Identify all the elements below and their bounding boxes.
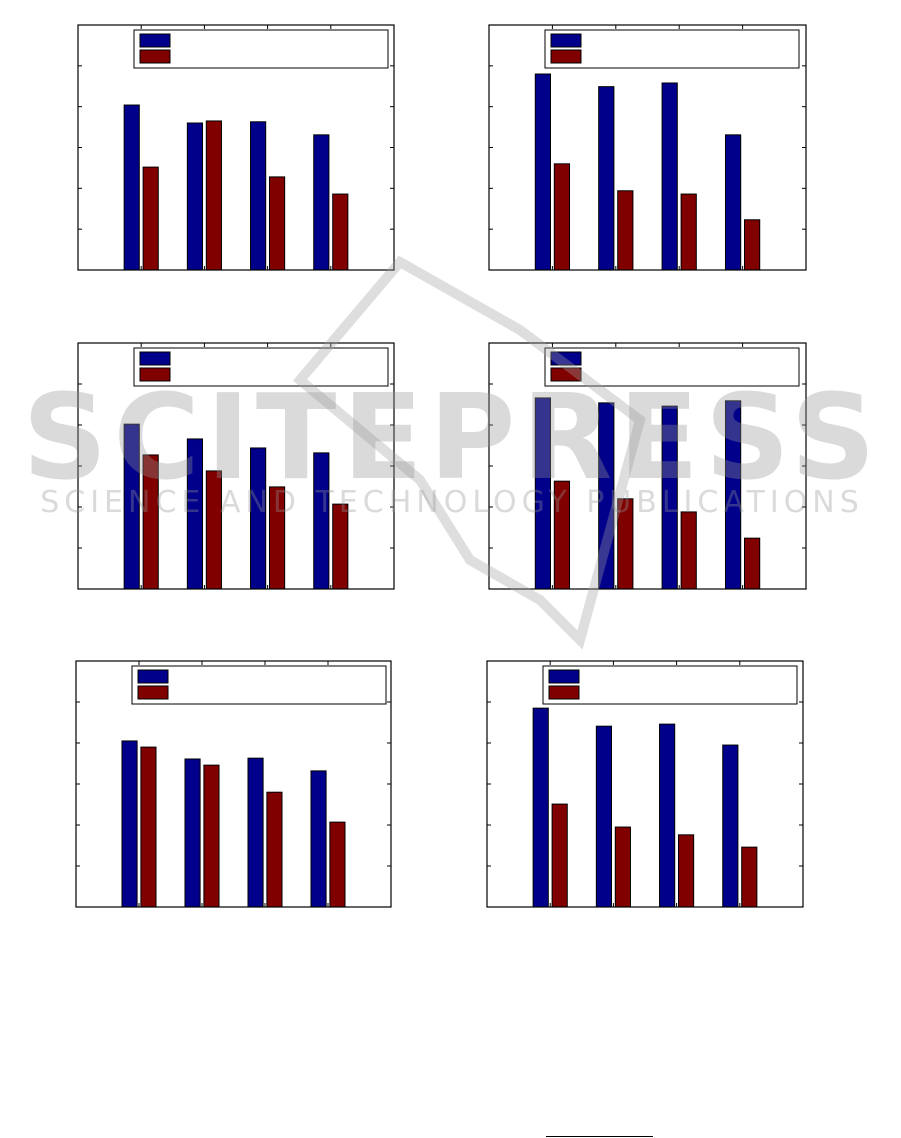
plot-frame xyxy=(75,660,392,908)
plot-frame xyxy=(486,660,804,908)
bar-series1-cat4 xyxy=(722,744,739,908)
legend xyxy=(542,665,798,705)
bar-series1-cat3 xyxy=(661,82,678,271)
legend-swatch-series1 xyxy=(139,33,171,48)
bar-series1-cat2 xyxy=(598,402,615,590)
bar-series2-cat2 xyxy=(205,120,222,271)
bar-series2-cat1 xyxy=(142,166,159,271)
legend-box xyxy=(544,347,800,387)
bar-series2-cat1 xyxy=(140,746,157,908)
bar-series2-cat4 xyxy=(329,821,346,908)
plot-frame xyxy=(77,24,395,271)
bar-chart-1 xyxy=(77,24,395,271)
plot-frame xyxy=(488,342,807,590)
bar-series1-cat1 xyxy=(534,73,551,271)
bar-series1-cat3 xyxy=(659,723,676,908)
legend-swatch-series1 xyxy=(139,351,171,366)
bar-series2-cat3 xyxy=(680,511,697,590)
bar-series2-cat2 xyxy=(205,470,222,590)
bar-series1-cat4 xyxy=(310,770,327,908)
plot-frame xyxy=(77,342,395,590)
bar-series1-cat1 xyxy=(121,740,138,908)
bar-chart-2 xyxy=(488,24,807,271)
bar-series1-cat2 xyxy=(184,758,201,908)
bar-series1-cat3 xyxy=(250,121,267,271)
legend-swatch-series2 xyxy=(550,49,582,64)
bar-series1-cat2 xyxy=(595,725,613,908)
legend-swatch-series1 xyxy=(550,33,582,48)
bar-series2-cat2 xyxy=(617,498,634,590)
bar-series2-cat2 xyxy=(614,826,631,908)
bar-series1-cat4 xyxy=(724,400,742,590)
legend xyxy=(131,665,387,705)
legend-swatch-series1 xyxy=(550,351,582,366)
bar-series2-cat1 xyxy=(551,803,568,908)
bar-series2-cat3 xyxy=(680,193,697,271)
bar-series2-cat1 xyxy=(553,480,571,590)
bar-chart-4 xyxy=(488,342,807,590)
footnote-rule xyxy=(546,1136,653,1137)
bar-series2-cat3 xyxy=(266,791,283,908)
legend-box xyxy=(131,665,387,705)
bar-series2-cat4 xyxy=(332,193,349,271)
bar-series2-cat3 xyxy=(677,834,695,908)
bar-series1-cat2 xyxy=(598,86,615,271)
bar-series1-cat1 xyxy=(123,104,140,271)
legend-box xyxy=(542,665,798,705)
legend xyxy=(133,347,389,387)
legend-box xyxy=(133,347,389,387)
bar-series2-cat4 xyxy=(744,219,761,271)
bar-series1-cat1 xyxy=(534,397,551,590)
bar-series1-cat4 xyxy=(313,452,330,590)
bar-series2-cat4 xyxy=(741,846,758,908)
legend-box xyxy=(133,29,389,69)
legend-swatch-series2 xyxy=(139,49,171,64)
legend-box xyxy=(544,29,800,69)
bar-series1-cat1 xyxy=(532,707,549,908)
bar-series1-cat2 xyxy=(186,122,204,271)
bar-series1-cat4 xyxy=(313,134,330,271)
legend-swatch-series1 xyxy=(137,669,169,684)
bar-chart-6 xyxy=(486,660,804,908)
bar-series2-cat2 xyxy=(203,764,220,908)
bar-series1-cat3 xyxy=(250,447,267,590)
bar-chart-5 xyxy=(75,660,392,908)
bar-series1-cat3 xyxy=(661,405,678,590)
legend-swatch-series2 xyxy=(137,685,169,700)
legend xyxy=(544,347,800,387)
bar-series2-cat4 xyxy=(744,537,761,590)
legend-swatch-series2 xyxy=(139,367,171,382)
plot-frame xyxy=(488,24,807,271)
bar-series2-cat1 xyxy=(553,163,571,271)
bar-series1-cat4 xyxy=(724,134,742,271)
bar-series1-cat1 xyxy=(123,423,140,590)
bar-series1-cat3 xyxy=(247,757,264,908)
bar-chart-3 xyxy=(77,342,395,590)
legend-swatch-series2 xyxy=(550,367,582,382)
legend xyxy=(544,29,800,69)
bar-series2-cat4 xyxy=(332,503,349,590)
legend-swatch-series1 xyxy=(548,669,580,684)
legend-swatch-series2 xyxy=(548,685,580,700)
bar-series1-cat2 xyxy=(186,438,204,590)
bar-series2-cat1 xyxy=(142,454,159,590)
bar-series2-cat2 xyxy=(617,190,634,271)
bar-series2-cat3 xyxy=(268,176,286,271)
legend xyxy=(133,29,389,69)
bar-series2-cat3 xyxy=(268,486,286,590)
